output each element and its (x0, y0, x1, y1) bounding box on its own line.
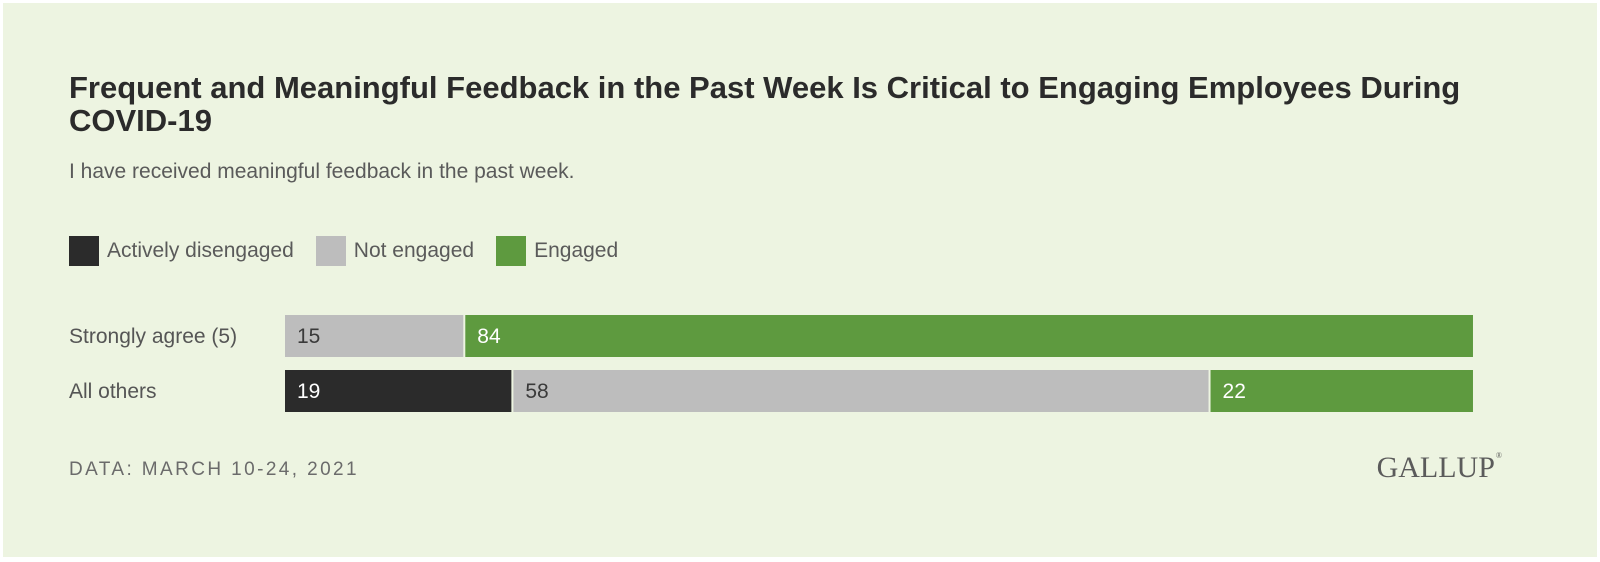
value-label-all-others-actively-disengaged: 19 (297, 380, 320, 403)
value-label-strongly-agree-engaged: 84 (477, 325, 501, 348)
bar-all-others-not-engaged (513, 370, 1208, 412)
registered-mark: ® (1496, 451, 1502, 460)
data-source-note: DATA: MARCH 10-24, 2021 (69, 459, 359, 481)
bar-strongly-agree-engaged (465, 315, 1473, 357)
gallup-logo-text: GALLUP (1377, 451, 1495, 484)
bar-all-others-engaged (1211, 370, 1473, 412)
chart-card: Frequent and Meaningful Feedback in the … (3, 3, 1597, 557)
gallup-logo: GALLUP® (1377, 451, 1502, 485)
value-label-all-others-engaged: 22 (1223, 380, 1246, 403)
value-label-all-others-not-engaged: 58 (525, 380, 548, 403)
category-label-all-others: All others (69, 380, 157, 403)
value-label-strongly-agree-not-engaged: 15 (297, 325, 320, 348)
category-label-strongly-agree: Strongly agree (5) (69, 325, 237, 348)
